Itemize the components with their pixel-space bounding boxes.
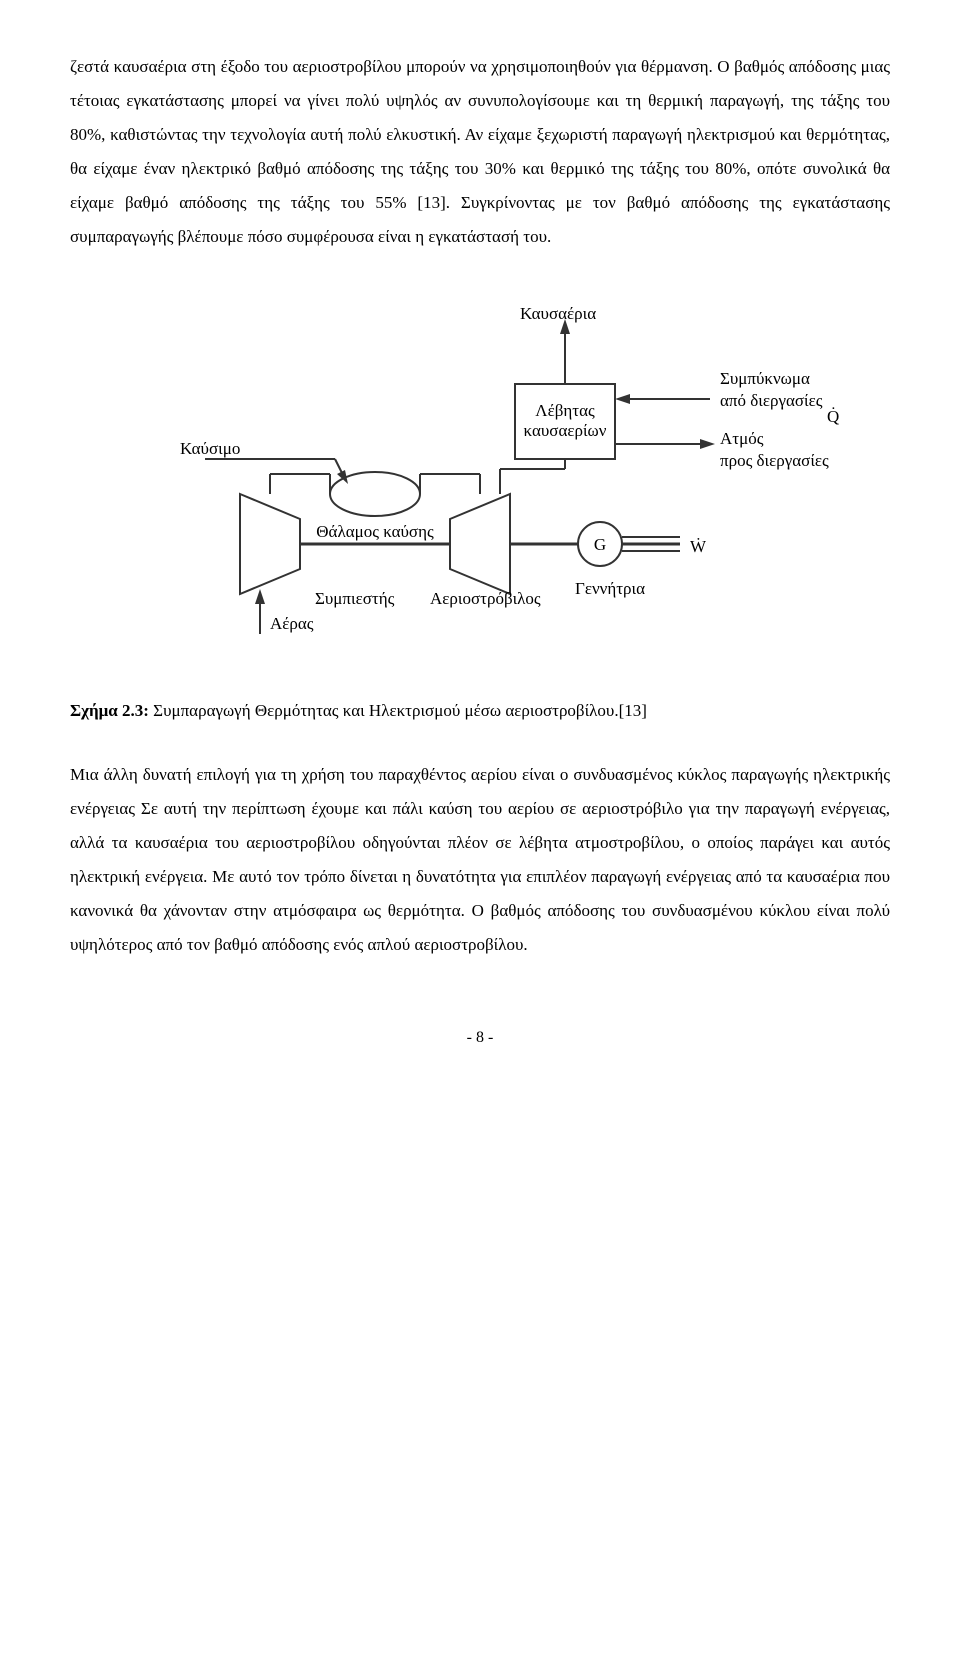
apo-diergasies-label: από διεργασίες xyxy=(720,391,823,410)
sympyknoma-label: Συμπύκνωμα xyxy=(720,369,810,388)
lebetas1-label: Λέβητας xyxy=(535,401,595,420)
figure-caption-text: Συμπαραγωγή Θερμότητας και Ηλεκτρισμού μ… xyxy=(149,701,647,720)
figure-container: G Καυσαέρια Συμπύκνωμα από διεργασίες Ατ xyxy=(70,294,890,654)
thalamos-label: Θάλαμος καύσης xyxy=(316,522,434,541)
kausimo-label: Καύσιμο xyxy=(180,439,240,458)
sympiesths-label: Συμπιεστής xyxy=(315,589,395,608)
figure-caption-bold: Σχήμα 2.3: xyxy=(70,701,149,720)
figure-caption: Σχήμα 2.3: Συμπαραγωγή Θερμότητας και Ηλ… xyxy=(70,694,890,728)
diagram-svg: G Καυσαέρια Συμπύκνωμα από διεργασίες Ατ xyxy=(120,294,840,654)
lebetas2-label: καυσαερίων xyxy=(524,421,607,440)
kausaeria-label: Καυσαέρια xyxy=(520,304,596,323)
generator-g-label: G xyxy=(594,535,606,554)
paragraph-1: ζεστά καυσαέρια στη έξοδο του αεριοστροβ… xyxy=(70,50,890,254)
q-label: Q̇ xyxy=(827,407,839,426)
atmos-label: Ατμός xyxy=(720,429,764,448)
gennitria-label: Γεννήτρια xyxy=(575,579,645,598)
paragraph-2: Μια άλλη δυνατή επιλογή για τη χρήση του… xyxy=(70,758,890,962)
aeras-label: Αέρας xyxy=(270,614,314,633)
w-label: Ẇ xyxy=(690,537,707,556)
pros-diergasies-label: προς διεργασίες xyxy=(720,451,829,470)
page-number: - 8 - xyxy=(70,1022,890,1054)
aeriostrobilos-label: Αεριοστρόβιλος xyxy=(430,589,541,608)
